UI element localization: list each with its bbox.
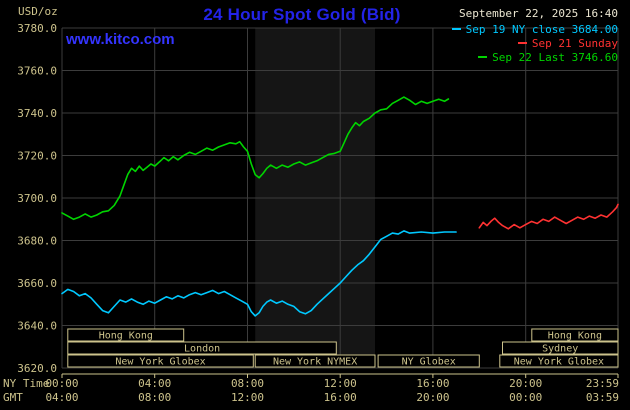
x-tick-label-gmt: 08:00 [138,391,171,404]
legend-dash-icon [517,42,527,44]
x-tick-label-gmt: 03:59 [586,391,619,404]
x-tick-label-ny: 23:59 [586,377,619,390]
y-tick-label: 3640.0 [17,320,57,333]
page-title: 24 Hour Spot Gold (Bid) [203,5,401,24]
x-tick-label-gmt: 12:00 [231,391,264,404]
legend-item: Sep 21 Sunday [452,37,618,51]
legend-item: Sep 22 Last 3746.60 [452,51,618,65]
legend-dash-icon [478,56,488,58]
x-tick-label-gmt: 16:00 [324,391,357,404]
session-label: Hong Kong [99,331,153,342]
session-label: Sydney [542,344,578,355]
session-box [531,328,619,342]
x-tick-label-gmt: 20:00 [416,391,449,404]
legend-label: Sep 22 Last 3746.60 [492,51,618,64]
x-tick-label-gmt: 04:00 [45,391,78,404]
session-box [502,341,619,355]
legend-dash-icon [451,28,461,30]
legend-label: Sep 19 NY close 3684.00 [465,23,618,36]
session-label: New York Globex [115,357,205,368]
y-tick-label: 3760.0 [17,65,57,78]
datetime-label: September 22, 2025 16:40 [459,7,618,20]
session-box [377,354,480,368]
session-box [499,354,619,368]
kitco-link[interactable]: www.kitco.com [66,31,175,48]
x-tick-label-ny: 20:00 [509,377,542,390]
y-tick-label: 3680.0 [17,235,57,248]
y-tick-label: 3780.0 [17,22,57,35]
x-tick-label-gmt: 00:00 [509,391,542,404]
session-label: New York Globex [514,357,604,368]
session-box [67,354,254,368]
y-tick-label: 3720.0 [17,150,57,163]
session-box [67,341,337,355]
y-tick-label: 3620.0 [17,362,57,375]
y-tick-label: 3660.0 [17,277,57,290]
session-label: London [184,344,220,355]
y-tick-label: 3700.0 [17,192,57,205]
series-line-sep-22 [61,96,450,221]
series-line-sep-19-ny-close [61,230,457,317]
session-label: NY Globex [402,357,456,368]
session-box [254,354,376,368]
series-line-sep-21-sunday [478,203,619,230]
unit-label: USD/oz [18,5,58,18]
ny-time-label: NY Time [3,377,49,390]
legend-item: Sep 19 NY close 3684.00 [451,23,618,37]
session-box [67,328,185,342]
session-label: Hong Kong [548,331,602,342]
session-label: New York NYMEX [273,357,357,368]
x-tick-label-ny: 00:00 [45,377,78,390]
x-tick-label-ny: 12:00 [324,377,357,390]
legend: Sep 19 NY close 3684.00 Sep 21 Sunday Sep … [451,23,618,65]
gmt-label: GMT [3,391,23,404]
legend-label: Sep 21 Sunday [531,37,618,50]
x-tick-label-ny: 16:00 [416,377,449,390]
y-tick-label: 3740.0 [17,107,57,120]
x-tick-label-ny: 08:00 [231,377,264,390]
x-tick-label-ny: 04:00 [138,377,171,390]
